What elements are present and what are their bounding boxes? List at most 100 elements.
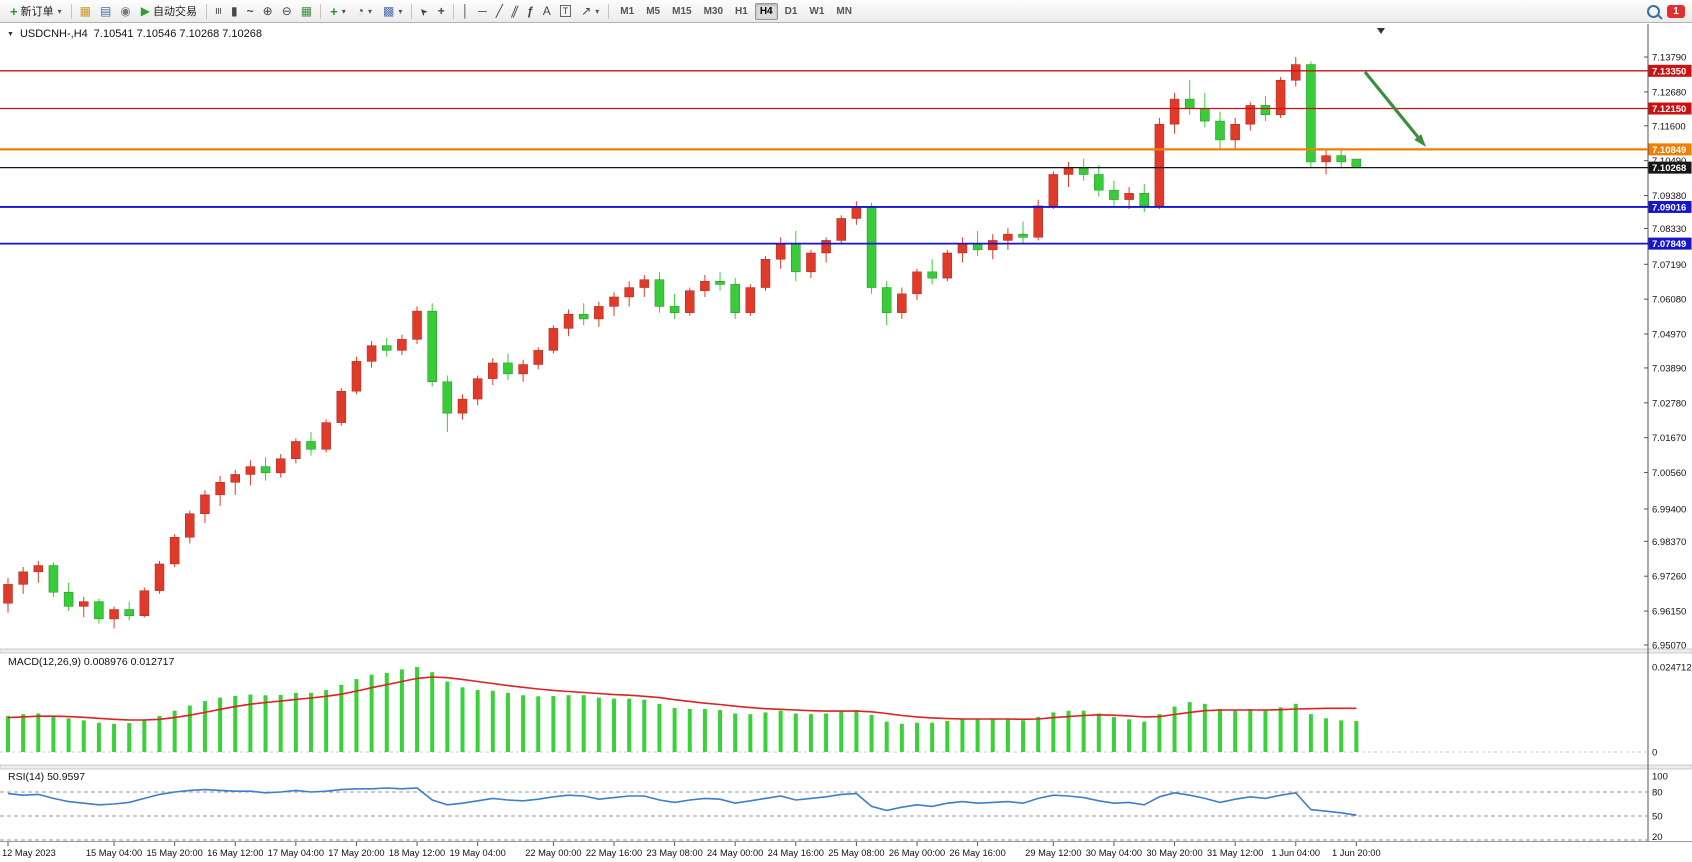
notification-badge[interactable]: 1 [1667,4,1685,18]
candle [609,296,619,307]
price-badge-label: 7.12150 [1652,104,1686,115]
candle [669,306,680,313]
pane-separator[interactable] [0,648,1692,654]
candle [760,259,771,288]
candle [397,339,407,351]
autotrade-button[interactable]: ▶ 自动交易 [136,2,202,21]
macd-bar [975,719,980,752]
trend-arrow[interactable] [1363,70,1420,138]
periods-button[interactable]: ◔ ▾ [352,2,377,21]
candle [578,313,589,320]
candlestick-button[interactable]: ▮ [227,2,242,21]
price-axis-label: 7.03890 [1652,363,1686,374]
line-chart-icon: ~ [246,4,254,18]
macd-bar [445,681,450,752]
macd-bar [1005,719,1010,752]
timeframe-button-m15[interactable]: M15 [667,3,696,20]
candle [881,287,892,313]
timeframe-button-m1[interactable]: M1 [615,3,639,20]
time-axis-label: 19 May 04:00 [449,848,505,858]
price-axis-label: 6.99400 [1652,504,1686,515]
macd-bar [1354,721,1359,752]
candle [1094,174,1104,191]
trend-arrow-head[interactable] [1414,134,1426,147]
text-label-button[interactable]: T [556,2,576,21]
bar-chart-button[interactable]: ≡ [211,2,226,21]
timeframe-button-h4[interactable]: H4 [754,2,778,20]
timeframe-button-mn[interactable]: MN [831,3,857,20]
candle [472,378,483,400]
candle [1200,108,1210,122]
timeframe-button-w1[interactable]: W1 [804,3,829,20]
candle [48,565,59,593]
zoom-in-button[interactable]: ⊕ [259,2,277,21]
macd-bar [869,714,874,752]
shapes-button[interactable]: ↗ ▾ [576,2,604,21]
candle [503,362,513,375]
timeframe-button-m5[interactable]: M5 [641,3,665,20]
candle [715,281,725,285]
tile-windows-button[interactable]: ▦ [297,2,316,21]
macd-bar [293,692,298,752]
pane-separator[interactable] [0,764,1692,770]
data-window-button[interactable]: ◉ [116,2,134,21]
macd-bar [839,711,844,752]
channel-button[interactable]: ∥ [508,2,522,21]
text-label-icon: T [559,5,572,17]
play-icon: ▶ [140,4,151,18]
macd-bar [1218,709,1222,752]
macd-bar [1021,720,1026,752]
autotrade-label: 自动交易 [153,6,198,18]
candle [1154,123,1165,207]
price-badge-7.13350 [1648,64,1692,77]
scroll-to-end-marker[interactable] [1377,28,1385,34]
zoom-out-button[interactable]: ⊖ [278,2,296,21]
candle [351,361,362,392]
vertical-line-button[interactable]: │ [458,2,474,21]
macd-bar [733,713,738,752]
candle [957,243,968,254]
candle [1336,155,1346,163]
macd-bar [1293,703,1298,752]
templates-button[interactable]: ▩ ▾ [378,2,407,21]
cursor-button[interactable]: ➤ [416,2,432,21]
new-order-button[interactable]: + 新订单 ▾ [5,2,67,21]
price-badge-7.12150 [1648,102,1692,115]
macd-bar [748,714,753,752]
macd-bar [1248,709,1253,752]
macd-axis-max-label: 0.024712 [1652,662,1692,673]
crosshair-button[interactable]: + [434,2,449,21]
search-button[interactable] [1643,2,1664,21]
trendline-button[interactable]: ╱ [492,2,507,21]
macd-histogram-layer [6,667,1359,752]
vertical-line-icon: │ [461,4,470,18]
candle [427,310,437,383]
time-axis-label: 24 May 00:00 [707,848,763,858]
indicators-button[interactable]: + ▾ [325,2,351,21]
timeframe-button-h1[interactable]: H1 [730,3,753,20]
candle [1063,167,1074,175]
macd-bar [263,695,268,752]
candle [215,482,225,496]
profiles-button[interactable]: ▤ [96,2,115,21]
candle [972,243,983,251]
collapse-icon[interactable]: ▼ [7,30,14,38]
fibonacci-button[interactable]: ƒ [523,2,538,21]
time-axis-label: 1 Jun 20:00 [1332,848,1381,858]
candle [366,345,377,362]
timeframe-button-m30[interactable]: M30 [699,3,728,20]
horizontal-line-button[interactable]: ─ [474,2,491,21]
candle [306,441,316,450]
line-chart-button[interactable]: ~ [243,2,258,21]
candle [1351,158,1362,168]
candle [33,565,44,573]
text-button[interactable]: A [539,2,555,21]
horizontal-line-icon: ─ [478,4,487,18]
price-axis-label: 7.04970 [1652,330,1686,341]
timeframe-button-d1[interactable]: D1 [780,3,803,20]
bar-chart-icon: ≡ [211,7,226,15]
candle [745,287,756,313]
zoom-out-icon: ⊖ [281,4,292,18]
charts-button[interactable]: ▦ [76,2,95,21]
